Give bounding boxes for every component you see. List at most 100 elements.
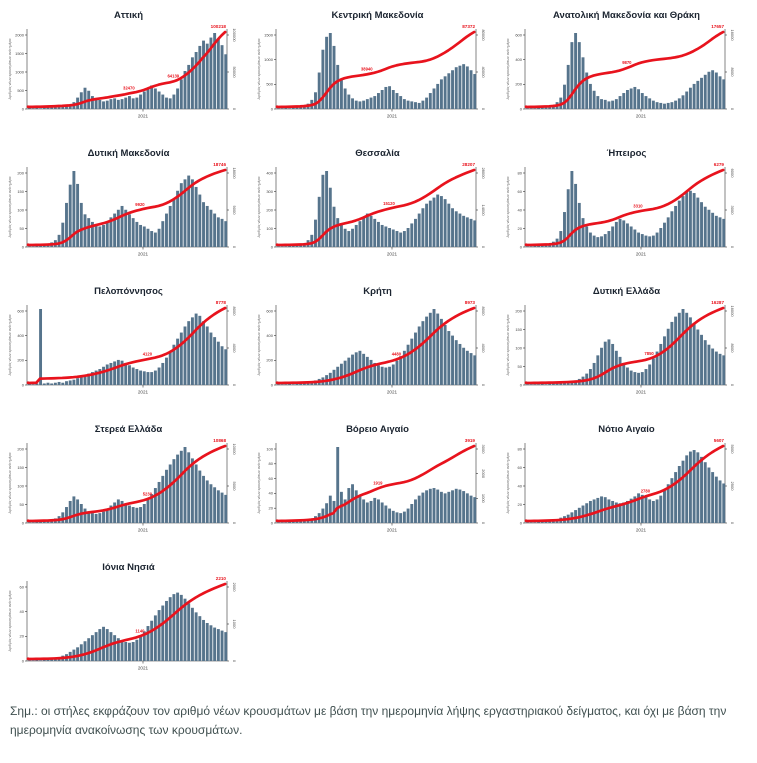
svg-text:100: 100 bbox=[266, 226, 273, 231]
left-axis-ticks: 0 500 1000 1500 bbox=[264, 32, 276, 111]
footnote: Σημ.: οι στήλες εκφράζουν τον αριθμό νέω… bbox=[10, 704, 727, 737]
chart-title: Ιόνια Νησιά bbox=[102, 562, 155, 573]
svg-text:20: 20 bbox=[518, 226, 523, 231]
svg-text:9920: 9920 bbox=[135, 202, 145, 207]
svg-text:8000: 8000 bbox=[730, 68, 735, 78]
chart-plot: Αριθμός νέων κρουσμάτων ανά ημέρα 0 50 100 1… bbox=[506, 300, 735, 395]
svg-text:0: 0 bbox=[22, 382, 25, 387]
svg-text:80: 80 bbox=[518, 446, 523, 451]
daily-cases-bars bbox=[526, 33, 726, 109]
svg-text:100: 100 bbox=[17, 207, 24, 212]
y-axis-title: Αριθμός νέων κρουσμάτων ανά ημέρα bbox=[8, 177, 12, 238]
svg-text:1500: 1500 bbox=[264, 32, 274, 37]
svg-text:8000: 8000 bbox=[730, 344, 735, 354]
cumulative-cases-line bbox=[26, 168, 227, 247]
left-axis-ticks: 0 100 200 300 400 bbox=[266, 170, 276, 249]
x-axis-tick: 2021 bbox=[138, 247, 149, 257]
cumulative-total-label: 3919 bbox=[465, 438, 476, 443]
svg-text:0: 0 bbox=[520, 244, 523, 249]
cumulative-total-label: 6279 bbox=[714, 162, 725, 167]
y-axis-title: Αριθμός νέων κρουσμάτων ανά ημέρα bbox=[506, 453, 510, 514]
svg-text:400: 400 bbox=[266, 170, 273, 175]
svg-text:60: 60 bbox=[518, 465, 523, 470]
curve-annotations: 5230 bbox=[143, 491, 153, 496]
svg-text:150: 150 bbox=[17, 189, 24, 194]
cumulative-total-label: 100218 bbox=[211, 24, 227, 29]
chart-plot: Αριθμός νέων κρουσμάτων ανά ημέρα 0 50 100 1… bbox=[8, 438, 237, 533]
svg-text:2021: 2021 bbox=[138, 114, 149, 119]
left-axis-ticks: 0 50 100 150 200 bbox=[17, 170, 27, 249]
svg-text:200: 200 bbox=[17, 358, 24, 363]
svg-text:60: 60 bbox=[20, 584, 25, 589]
cumulative-total-label: 10868 bbox=[213, 438, 226, 443]
svg-text:0: 0 bbox=[730, 108, 735, 111]
x-axis-tick: 2021 bbox=[387, 385, 398, 395]
region-chart: Στερεά Ελλάδα Αριθμός νέων κρουσμάτων ανά… bbox=[6, 424, 251, 538]
chart-title: Δυτική Ελλάδα bbox=[592, 286, 661, 297]
svg-text:2000: 2000 bbox=[481, 469, 486, 479]
svg-text:10000: 10000 bbox=[232, 443, 237, 455]
left-axis-ticks: 0 50 100 150 200 bbox=[17, 446, 27, 525]
svg-text:2021: 2021 bbox=[387, 390, 398, 395]
svg-text:200: 200 bbox=[515, 308, 522, 313]
left-axis-ticks: 0 500 1000 1500 2000 bbox=[15, 32, 27, 111]
svg-text:40: 40 bbox=[269, 491, 274, 496]
svg-text:80000: 80000 bbox=[481, 29, 486, 41]
svg-text:0: 0 bbox=[520, 106, 523, 111]
svg-text:50000: 50000 bbox=[232, 66, 237, 78]
svg-text:0: 0 bbox=[22, 520, 25, 525]
svg-text:4000: 4000 bbox=[481, 344, 486, 354]
svg-text:2780: 2780 bbox=[641, 489, 651, 494]
svg-text:2021: 2021 bbox=[387, 528, 398, 533]
right-axis-ticks: 0 8000 16000 bbox=[725, 305, 735, 387]
svg-text:1919: 1919 bbox=[373, 481, 383, 486]
svg-text:0: 0 bbox=[232, 384, 237, 387]
svg-text:8000: 8000 bbox=[232, 307, 237, 317]
svg-text:1000: 1000 bbox=[15, 69, 25, 74]
charts-grid: Αττική Αριθμός νέων κρουσμάτων ανά ημέρα 0… bbox=[6, 10, 751, 676]
x-axis-tick: 2021 bbox=[636, 109, 647, 119]
curve-annotations: 4480 bbox=[392, 352, 402, 357]
daily-cases-bars bbox=[526, 309, 726, 385]
svg-text:2021: 2021 bbox=[387, 252, 398, 257]
y-axis-title: Αριθμός νέων κρουσμάτων ανά ημέρα bbox=[257, 177, 261, 238]
svg-text:400: 400 bbox=[266, 333, 273, 338]
daily-cases-bars bbox=[526, 171, 726, 247]
svg-text:5000: 5000 bbox=[232, 482, 237, 492]
svg-text:3000: 3000 bbox=[481, 445, 486, 455]
svg-text:2000: 2000 bbox=[15, 32, 25, 37]
y-axis-title: Αριθμός νέων κρουσμάτων ανά ημέρα bbox=[8, 591, 12, 652]
left-axis-ticks: 0 50 100 150 200 bbox=[515, 308, 525, 387]
svg-text:20: 20 bbox=[269, 506, 274, 511]
svg-text:150: 150 bbox=[17, 465, 24, 470]
chart-plot: Αριθμός νέων κρουσμάτων ανά ημέρα 0 500 100… bbox=[257, 24, 486, 119]
x-axis-tick: 2021 bbox=[387, 523, 398, 533]
curve-annotations: 2780 bbox=[641, 489, 651, 494]
svg-text:80: 80 bbox=[269, 461, 274, 466]
cumulative-total-label: 16287 bbox=[711, 300, 724, 305]
region-chart: Κρήτη Αριθμός νέων κρουσμάτων ανά ημέρα 0 2… bbox=[255, 286, 500, 400]
chart-title: Βόρειο Αιγαίο bbox=[346, 424, 409, 435]
y-axis-title: Αριθμός νέων κρουσμάτων ανά ημέρα bbox=[8, 315, 12, 376]
cumulative-cases-line bbox=[26, 444, 227, 523]
chart-title: Νότιο Αιγαίο bbox=[598, 424, 655, 435]
svg-text:1000: 1000 bbox=[264, 57, 274, 62]
svg-text:0: 0 bbox=[481, 522, 486, 525]
y-axis-title: Αριθμός νέων κρουσμάτων ανά ημέρα bbox=[506, 39, 510, 100]
svg-text:1500: 1500 bbox=[15, 51, 25, 56]
chart-title: Κρήτη bbox=[363, 286, 392, 297]
svg-text:50: 50 bbox=[20, 502, 25, 507]
daily-cases-bars bbox=[277, 447, 477, 523]
cumulative-total-label: 8778 bbox=[216, 300, 227, 305]
svg-text:64139: 64139 bbox=[167, 74, 179, 79]
svg-text:0: 0 bbox=[520, 520, 523, 525]
chart-plot: Αριθμός νέων κρουσμάτων ανά ημέρα 0 500 100… bbox=[8, 24, 237, 119]
left-axis-ticks: 0 20 40 60 bbox=[20, 584, 27, 663]
svg-text:40: 40 bbox=[20, 609, 25, 614]
svg-text:40: 40 bbox=[518, 207, 523, 212]
svg-text:18000: 18000 bbox=[232, 167, 237, 179]
region-chart: Ανατολική Μακεδονία και Θράκη Αριθμός νέω… bbox=[504, 10, 749, 124]
region-chart: Αττική Αριθμός νέων κρουσμάτων ανά ημέρα 0… bbox=[6, 10, 251, 124]
chart-plot: Αριθμός νέων κρουσμάτων ανά ημέρα 0 20 40 60… bbox=[8, 576, 237, 671]
